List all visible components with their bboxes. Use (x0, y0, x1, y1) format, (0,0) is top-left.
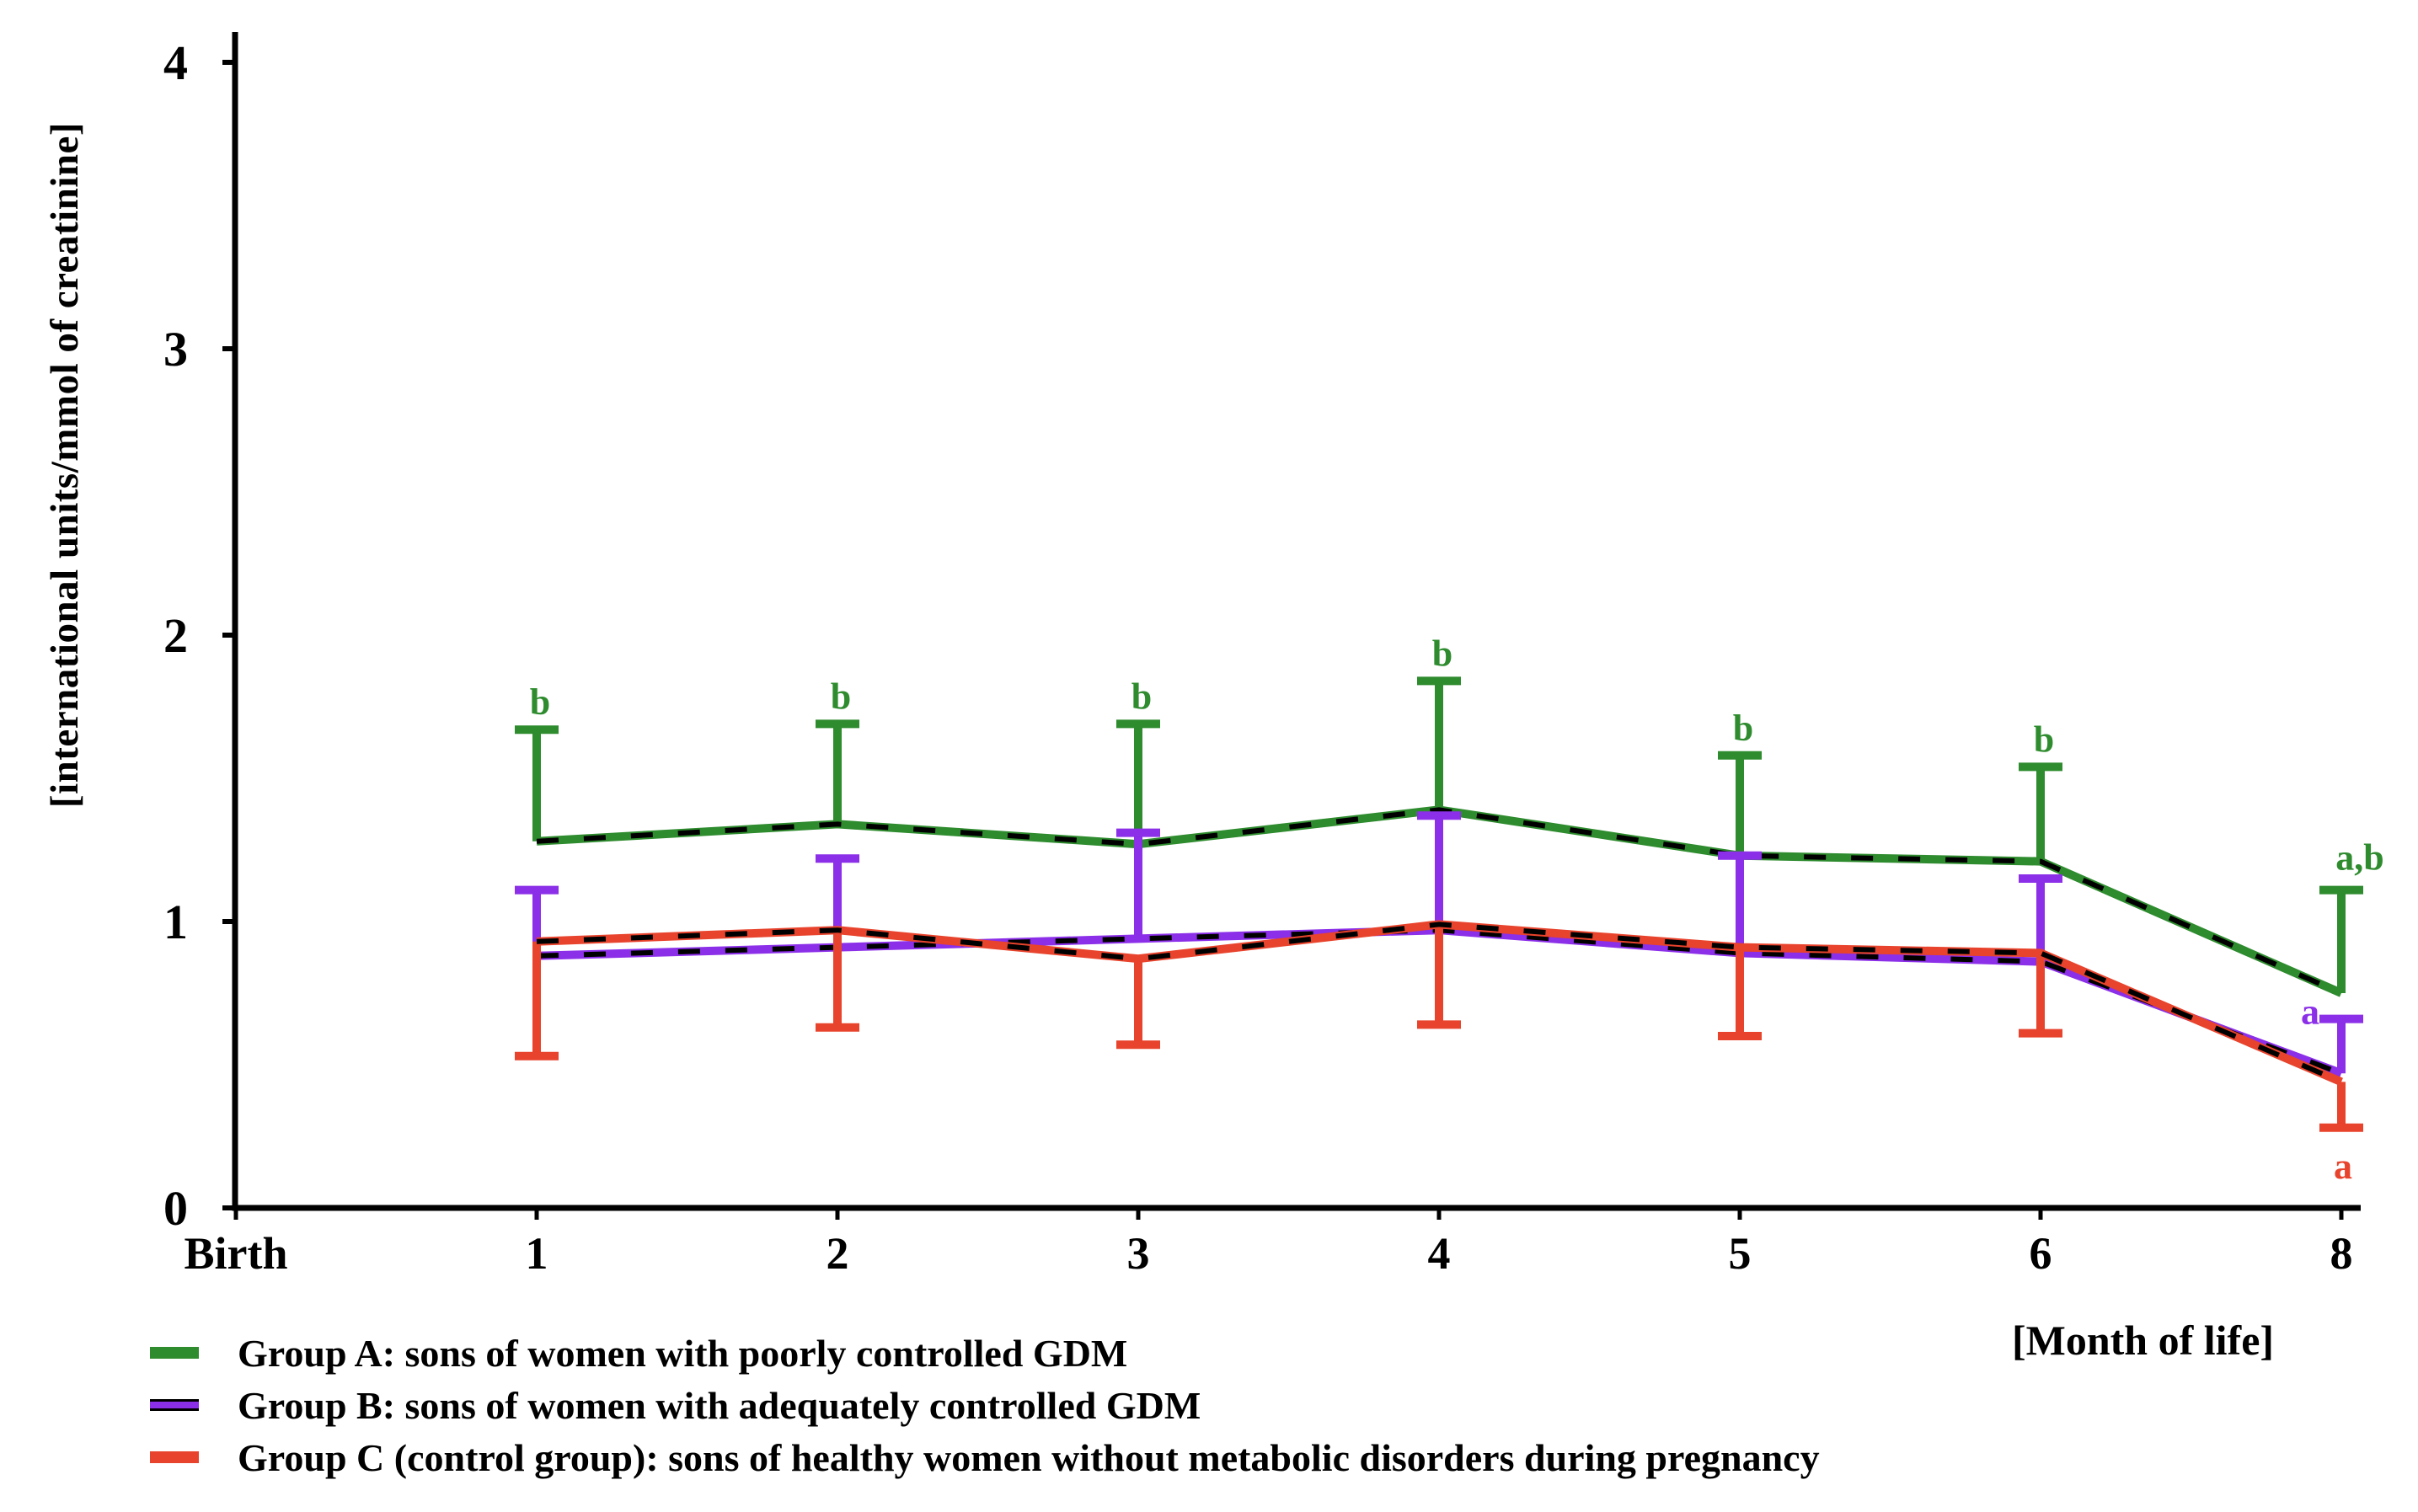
significance-label: a,b (2335, 837, 2383, 879)
series-a: b b b b b b a,b (515, 633, 2384, 997)
x-axis-title: [Month of life] (2012, 1317, 2275, 1364)
legend-label-group-b: Group B: sons of women with adequately c… (238, 1383, 1201, 1427)
significance-label: b (530, 681, 550, 723)
y-tick-label: 0 (163, 1181, 188, 1236)
significance-label: b (1131, 676, 1152, 717)
x-tick-label: 1 (526, 1228, 548, 1279)
significance-label: b (2034, 719, 2054, 760)
legend-row-group-a: Group A: sons of women with poorly contr… (150, 1331, 1820, 1375)
x-tick-label: 3 (1127, 1228, 1150, 1279)
significance-label: a (2334, 1146, 2352, 1187)
legend: Group A: sons of women with poorly contr… (150, 1331, 1820, 1479)
x-tick-label: 2 (827, 1228, 849, 1279)
significance-label: b (1733, 708, 1753, 749)
y-tick-label: 2 (163, 608, 188, 663)
legend-row-group-c: Group C (control group): sons of healthy… (150, 1435, 1820, 1479)
group-a-line-swatch (150, 1347, 199, 1359)
legend-label-group-a: Group A: sons of women with poorly contr… (238, 1331, 1128, 1375)
x-tick-label: 4 (1428, 1228, 1451, 1279)
series-c: a (515, 920, 2363, 1187)
y-tick-label: 3 (163, 322, 188, 377)
significance-label: b (1432, 633, 1452, 674)
significance-label: a (2301, 991, 2319, 1033)
x-tick-label: 6 (2030, 1228, 2052, 1279)
series-line-dash-overlay (536, 922, 2343, 1085)
legend-label-group-c: Group C (control group): sons of healthy… (238, 1435, 1820, 1479)
group-c-line-swatch (150, 1451, 199, 1463)
significance-label: b (831, 676, 851, 717)
y-tick-label: 4 (163, 35, 188, 90)
group-b-line-swatch (150, 1399, 199, 1411)
y-tick-label: 1 (163, 895, 188, 949)
x-tick-label: Birth (184, 1228, 287, 1279)
legend-row-group-b: Group B: sons of women with adequately c… (150, 1383, 1820, 1427)
y-axis-title: [international units/mmol of creatinine] (43, 121, 87, 809)
x-tick-label: 5 (1729, 1228, 1752, 1279)
series-line-dash-overlay (536, 807, 2343, 996)
x-tick-label: 8 (2330, 1228, 2353, 1279)
